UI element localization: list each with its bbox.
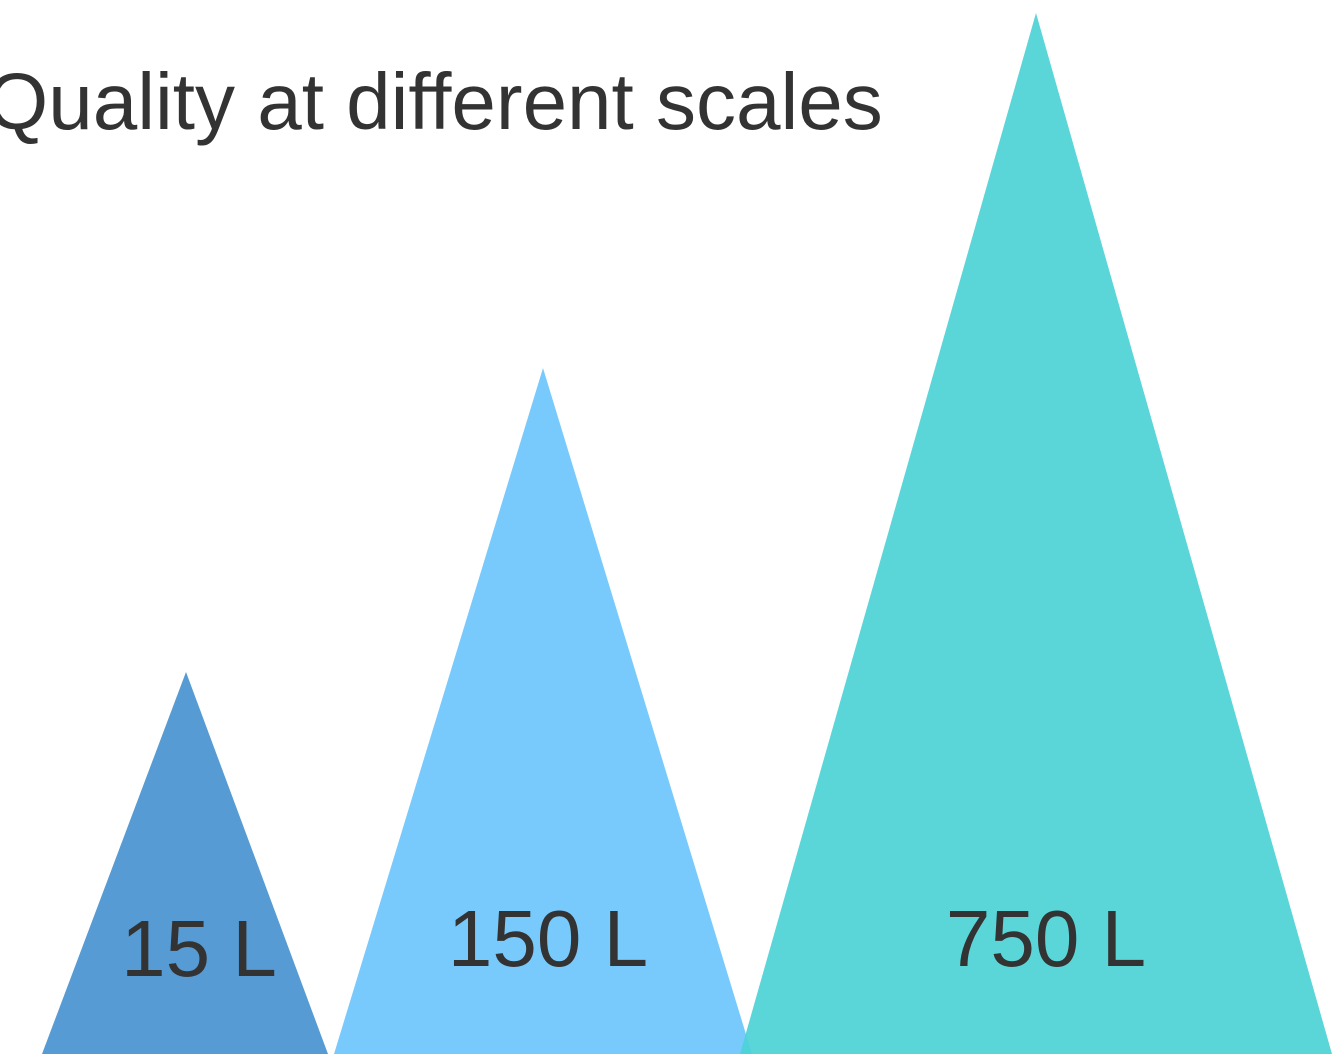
label-15l: 15 L <box>121 904 277 993</box>
label-750l: 750 L <box>946 894 1146 983</box>
slide-title: Quality at different scales <box>0 57 883 146</box>
triangle-15l <box>42 672 328 1054</box>
triangle-150l <box>334 368 752 1054</box>
label-150l: 150 L <box>448 894 648 983</box>
triangle-750l <box>740 13 1332 1054</box>
